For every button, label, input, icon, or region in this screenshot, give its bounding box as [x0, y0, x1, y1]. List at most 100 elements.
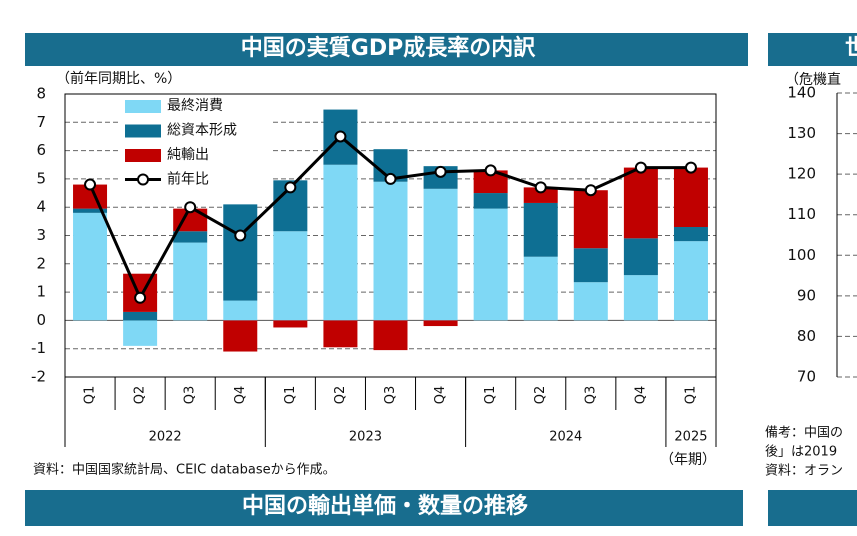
y-tick-label: 70 [797, 368, 816, 386]
x-tick-label: Q4 [433, 386, 448, 405]
y-tick-label: -1 [31, 339, 46, 357]
y-tick-label: 8 [36, 85, 46, 103]
bar-segment [323, 164, 358, 321]
plot-frame [64, 93, 717, 378]
x-tick-label: Q4 [633, 386, 648, 405]
y-tick-label: 4 [36, 198, 46, 216]
line-marker [184, 201, 197, 214]
bar-segment [523, 256, 558, 321]
x-tick-label: Q1 [683, 386, 698, 405]
banner [25, 33, 748, 66]
bar-segment [523, 202, 558, 257]
note: 資料：オラン [765, 464, 843, 479]
bar-segment [73, 208, 108, 213]
legend-label: 純輸出 [167, 147, 209, 163]
x-tick-label: Q3 [583, 386, 598, 405]
line-marker [534, 181, 547, 194]
bar-segment [73, 212, 108, 321]
y-tick-label: 3 [36, 226, 46, 244]
bar-segment [223, 300, 258, 321]
x-tick-label: Q2 [133, 386, 148, 405]
line-marker [434, 165, 447, 178]
x-axis-label: （年期） [660, 452, 716, 468]
note: 備考：中国の [765, 425, 843, 441]
y-tick-label: 5 [36, 169, 46, 187]
line-marker [84, 178, 97, 191]
chart-title: 中国の実質GDP成長率の内訳 [241, 35, 536, 61]
bar-segment [473, 193, 508, 209]
y-tick-label: 120 [787, 165, 816, 183]
bar-segment [623, 167, 658, 239]
bar-segment [223, 204, 258, 301]
line-marker [484, 164, 497, 177]
line-marker [334, 130, 347, 143]
line-marker [134, 291, 147, 304]
y-axis-label: （危機直 [785, 71, 841, 88]
bar-segment [223, 320, 258, 352]
bar-segment [373, 320, 408, 351]
legend-swatch [125, 124, 161, 138]
banner [768, 33, 857, 66]
bar-segment [673, 227, 708, 242]
bar-segment [173, 242, 208, 321]
bar-segment [123, 311, 158, 321]
bar-segment [273, 231, 308, 321]
y-tick-label: 1 [36, 283, 46, 301]
banner [25, 490, 743, 526]
y-tick-label: 6 [36, 141, 46, 159]
bar-segment [523, 187, 558, 203]
y-tick-label: 90 [797, 286, 816, 304]
bar-segment [423, 188, 458, 321]
legend-label: 最終消費 [167, 98, 223, 114]
bar-segment [473, 170, 508, 194]
legend-swatch [125, 149, 161, 162]
legend-label: 総資本形成 [167, 123, 237, 139]
line-marker [234, 229, 247, 242]
x-tick-label: Q3 [183, 386, 198, 405]
bar-segment [673, 241, 708, 321]
bar-segment [473, 208, 508, 321]
line-marker [634, 161, 647, 174]
x-tick-label: Q2 [333, 386, 348, 405]
group-label: 2022 [149, 430, 182, 445]
line-marker [684, 161, 697, 174]
group-label: 2025 [674, 430, 707, 445]
y-tick-label: 2 [36, 254, 46, 272]
y-tick-label: 80 [797, 327, 816, 345]
line-marker [284, 181, 297, 194]
legend-label: 前年比 [167, 171, 209, 188]
bar-segment [623, 275, 658, 321]
y-tick-label: 130 [787, 124, 816, 142]
bar-segment [623, 238, 658, 276]
legend-marker [137, 173, 149, 186]
bar-segment [123, 320, 158, 346]
y-tick-label: -2 [31, 368, 46, 386]
y-tick-label: 100 [787, 246, 816, 264]
y-tick-label: 0 [36, 311, 46, 329]
bar-segment [423, 320, 458, 327]
chart-title: 世 [845, 36, 857, 61]
line-marker [384, 172, 397, 185]
legend-swatch [125, 100, 161, 113]
x-tick-label: Q3 [383, 386, 398, 405]
note: 後」は2019 [765, 445, 837, 460]
bar-segment [573, 190, 608, 249]
bar-segment [673, 167, 708, 228]
x-tick-label: Q4 [233, 386, 248, 405]
bar-segment [573, 282, 608, 321]
x-tick-label: Q1 [83, 386, 98, 405]
source: 資料：中国国家統計局、CEIC databaseから作成。 [33, 462, 336, 478]
bar-segment [273, 320, 308, 328]
x-tick-label: Q2 [533, 386, 548, 405]
x-tick-label: Q1 [483, 386, 498, 405]
line-marker [584, 184, 597, 197]
group-label: 2024 [549, 430, 582, 445]
y-tick-label: 140 [787, 84, 816, 102]
y-tick-label: 110 [787, 205, 816, 223]
y-tick-label: 7 [36, 113, 46, 131]
section-title: 中国の輸出単価・数量の推移 [242, 493, 528, 519]
bar-segment [323, 320, 358, 348]
group-label: 2023 [349, 430, 382, 445]
bar-segment [173, 231, 208, 243]
